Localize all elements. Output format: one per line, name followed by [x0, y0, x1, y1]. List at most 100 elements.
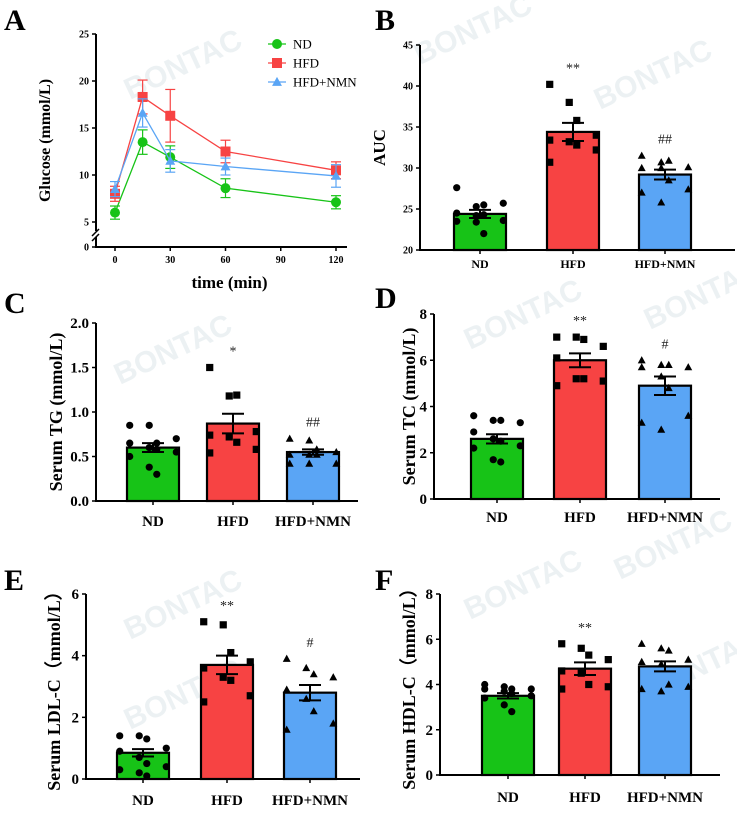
significance-marker: ** [578, 621, 592, 636]
panel-label-a: A [4, 4, 26, 37]
data-point [282, 654, 291, 662]
data-point [200, 664, 208, 672]
watermark-text: BONTAC [109, 308, 237, 391]
y-tick-label: 6 [426, 632, 434, 648]
y-tick-label: 25 [79, 30, 89, 41]
data-point [145, 421, 153, 429]
panel-label-e: E [4, 564, 24, 597]
bar [557, 667, 613, 777]
data-point [162, 763, 170, 771]
data-point [637, 363, 646, 371]
legend-marker [272, 39, 282, 49]
x-tick-label: 30 [165, 255, 175, 266]
watermark: BONTAC [459, 543, 587, 626]
data-point [206, 431, 214, 439]
x-axis-title: time (min) [191, 273, 267, 292]
data-point [558, 640, 566, 648]
data-point [220, 183, 231, 194]
y-tick-label: 20 [403, 246, 413, 257]
data-point [305, 436, 314, 444]
data-point [453, 217, 461, 225]
data-point [285, 450, 294, 458]
watermark: BONTAC [109, 308, 237, 391]
data-point [220, 146, 231, 157]
data-point [572, 375, 580, 383]
data-point [499, 199, 507, 207]
data-point [637, 151, 646, 159]
y-tick-label: 30 [403, 164, 413, 175]
data-point [137, 137, 148, 148]
x-tick-label: HFD [211, 793, 243, 809]
y-axis-title: AUC [370, 129, 389, 166]
bar-group-nd [480, 680, 536, 777]
watermark-text: BONTAC [459, 273, 587, 356]
y-tick-label: 6 [420, 353, 428, 369]
data-point [558, 685, 566, 693]
data-point [225, 433, 233, 441]
panel-e-chart: E ND ** HFD # HFD+NMN 0 2 4 6 Serum LDL-C（mmol/L） [4, 564, 360, 809]
bar [637, 384, 693, 501]
data-point [137, 91, 148, 102]
panel-label-c: C [4, 287, 26, 320]
y-tick-label: 40 [403, 82, 413, 93]
watermark: BONTAC [459, 273, 587, 356]
bar [637, 173, 693, 252]
bar [125, 446, 181, 503]
series-nd [110, 129, 341, 220]
data-point [126, 452, 134, 461]
data-point [309, 670, 318, 678]
data-point [162, 744, 170, 752]
legend-label: HFD+NMN [293, 75, 357, 90]
data-point [481, 685, 489, 693]
data-point [599, 377, 607, 385]
x-tick-label: ND [132, 793, 154, 809]
x-tick-label: HFD [569, 790, 601, 806]
data-point [206, 449, 214, 457]
data-point [684, 411, 693, 419]
y-tick-label: 2 [426, 723, 434, 739]
data-point [282, 685, 291, 693]
significance-marker: ** [566, 61, 580, 76]
x-tick-label: 90 [276, 255, 286, 266]
data-point [246, 658, 254, 666]
data-point [599, 342, 607, 350]
data-point [546, 80, 554, 88]
bar [205, 422, 261, 503]
data-point [165, 110, 176, 121]
bar [480, 694, 536, 777]
data-point [252, 427, 260, 436]
data-point [684, 185, 693, 193]
data-point [657, 425, 666, 433]
y-tick-label: 0 [426, 768, 434, 784]
data-point [592, 131, 600, 139]
data-point [472, 218, 480, 226]
data-point [470, 428, 478, 436]
data-point [116, 747, 124, 755]
data-point [497, 458, 505, 466]
data-point [219, 673, 227, 681]
y-tick-label: 4 [72, 649, 80, 665]
data-point [546, 158, 554, 166]
y-tick-label: 0 [72, 772, 80, 788]
data-point [480, 230, 488, 238]
watermark: BONTAC [589, 33, 717, 116]
data-point [508, 708, 516, 716]
data-point [116, 766, 124, 774]
data-point [309, 707, 318, 715]
data-point [225, 392, 233, 400]
panel-label-d: D [375, 282, 397, 315]
data-point [143, 772, 151, 780]
data-point [332, 447, 341, 456]
data-point [637, 684, 646, 693]
panel-a-chart: A 0 5 10 15 20 25 0 30 60 90 120 time (min) Glucose (… [4, 4, 357, 292]
data-point [145, 463, 153, 471]
y-tick-label: 2.0 [70, 316, 89, 332]
x-tick-label: ND [471, 257, 489, 271]
data-point [664, 680, 673, 688]
bar [552, 359, 608, 501]
data-point [637, 639, 646, 647]
y-tick-label: 2 [72, 710, 80, 726]
data-point [116, 732, 124, 740]
data-point [331, 197, 341, 208]
y-tick-label: 4 [420, 400, 428, 416]
